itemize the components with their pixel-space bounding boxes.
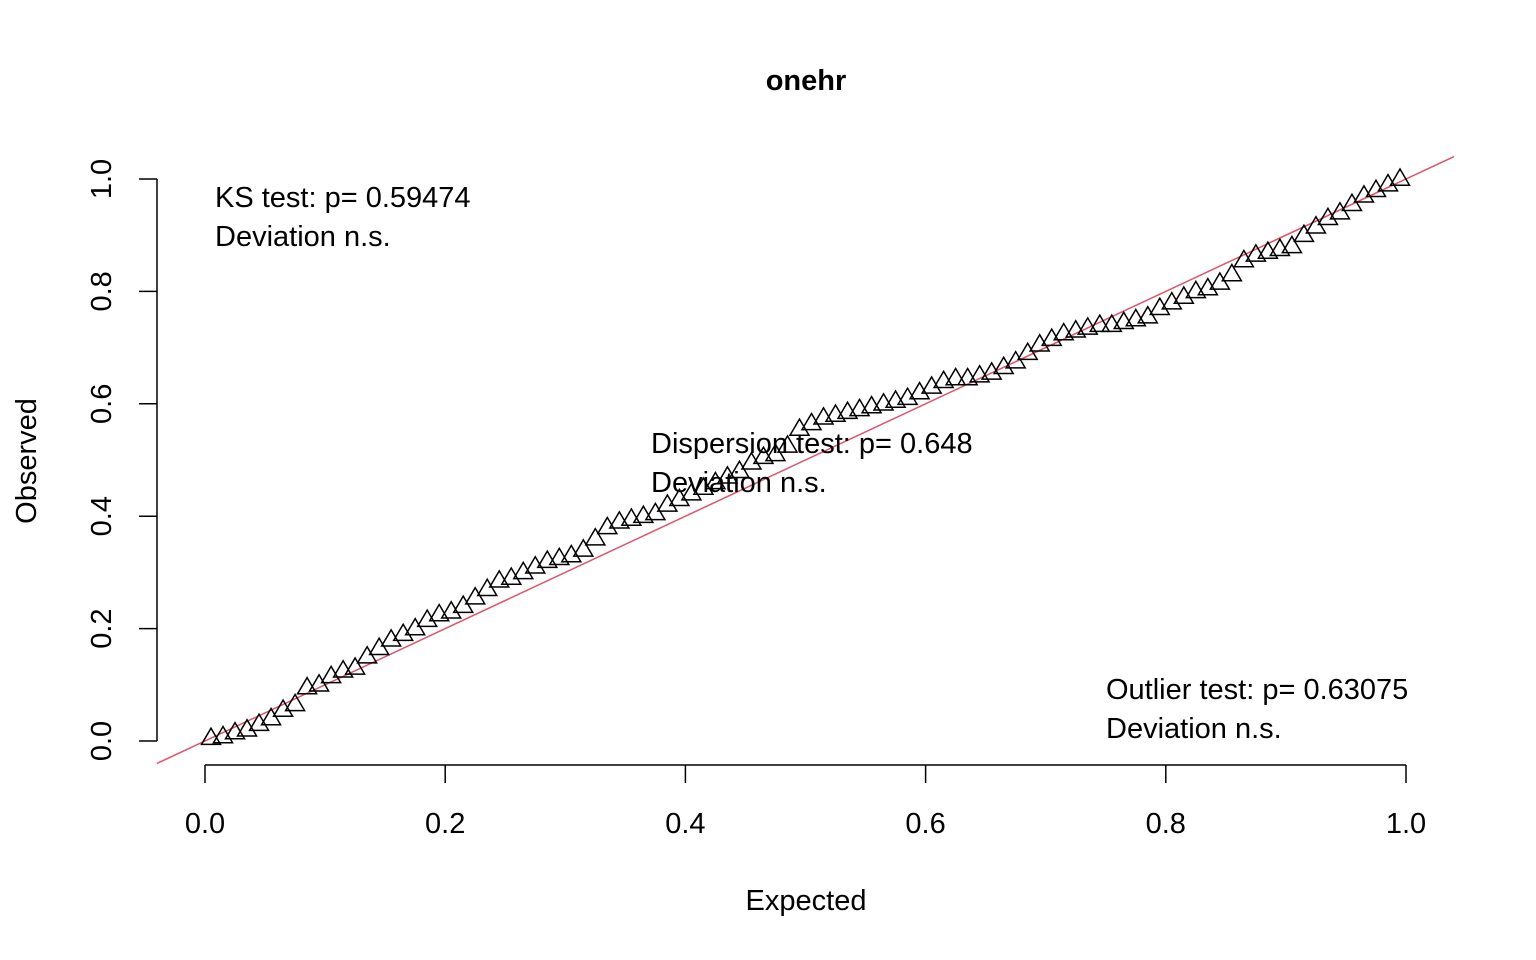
data-point <box>1221 263 1243 282</box>
y-axis-title: Observed <box>11 398 43 524</box>
data-point <box>1088 313 1111 333</box>
x-axis: 0.0 0.2 0.4 0.6 0.8 1.0 <box>185 764 1426 840</box>
y-tick-label: 0.2 <box>86 608 118 648</box>
ks-deviation-text: Deviation n.s. <box>215 221 391 253</box>
y-tick-label: 0.8 <box>86 271 118 311</box>
test-annotations: KS test: p= 0.59474 Deviation n.s. Dispe… <box>215 182 1408 745</box>
data-point <box>572 538 595 557</box>
y-tick-label: 0.0 <box>86 721 118 761</box>
outlier-test-text: Outlier test: p= 0.63075 <box>1106 674 1408 706</box>
y-tick-label: 0.6 <box>86 384 118 424</box>
x-tick-label: 0.0 <box>185 808 225 840</box>
y-tick-label: 0.4 <box>86 496 118 536</box>
dispersion-deviation-text: Deviation n.s. <box>651 467 827 499</box>
data-point <box>284 692 306 712</box>
outlier-deviation-text: Deviation n.s. <box>1106 713 1282 745</box>
data-point <box>1389 167 1411 186</box>
x-tick-label: 1.0 <box>1386 808 1426 840</box>
data-point <box>344 656 366 675</box>
x-tick-label: 0.8 <box>1146 808 1186 840</box>
data-point <box>944 367 967 386</box>
data-point <box>1281 234 1303 254</box>
y-axis: 0.0 0.2 0.4 0.6 0.8 1.0 <box>86 159 158 761</box>
x-axis-title: Expected <box>746 885 867 917</box>
ks-test-text: KS test: p= 0.59474 <box>215 182 471 214</box>
dispersion-test-text: Dispersion test: p= 0.648 <box>651 428 973 460</box>
data-points <box>200 167 1411 746</box>
data-point <box>776 434 799 453</box>
chart-title: onehr <box>766 65 847 97</box>
x-tick-label: 0.2 <box>425 808 465 840</box>
x-tick-label: 0.6 <box>905 808 945 840</box>
x-tick-label: 0.4 <box>665 808 705 840</box>
data-point <box>200 726 222 746</box>
y-tick-label: 1.0 <box>86 159 118 199</box>
data-point <box>584 527 607 546</box>
